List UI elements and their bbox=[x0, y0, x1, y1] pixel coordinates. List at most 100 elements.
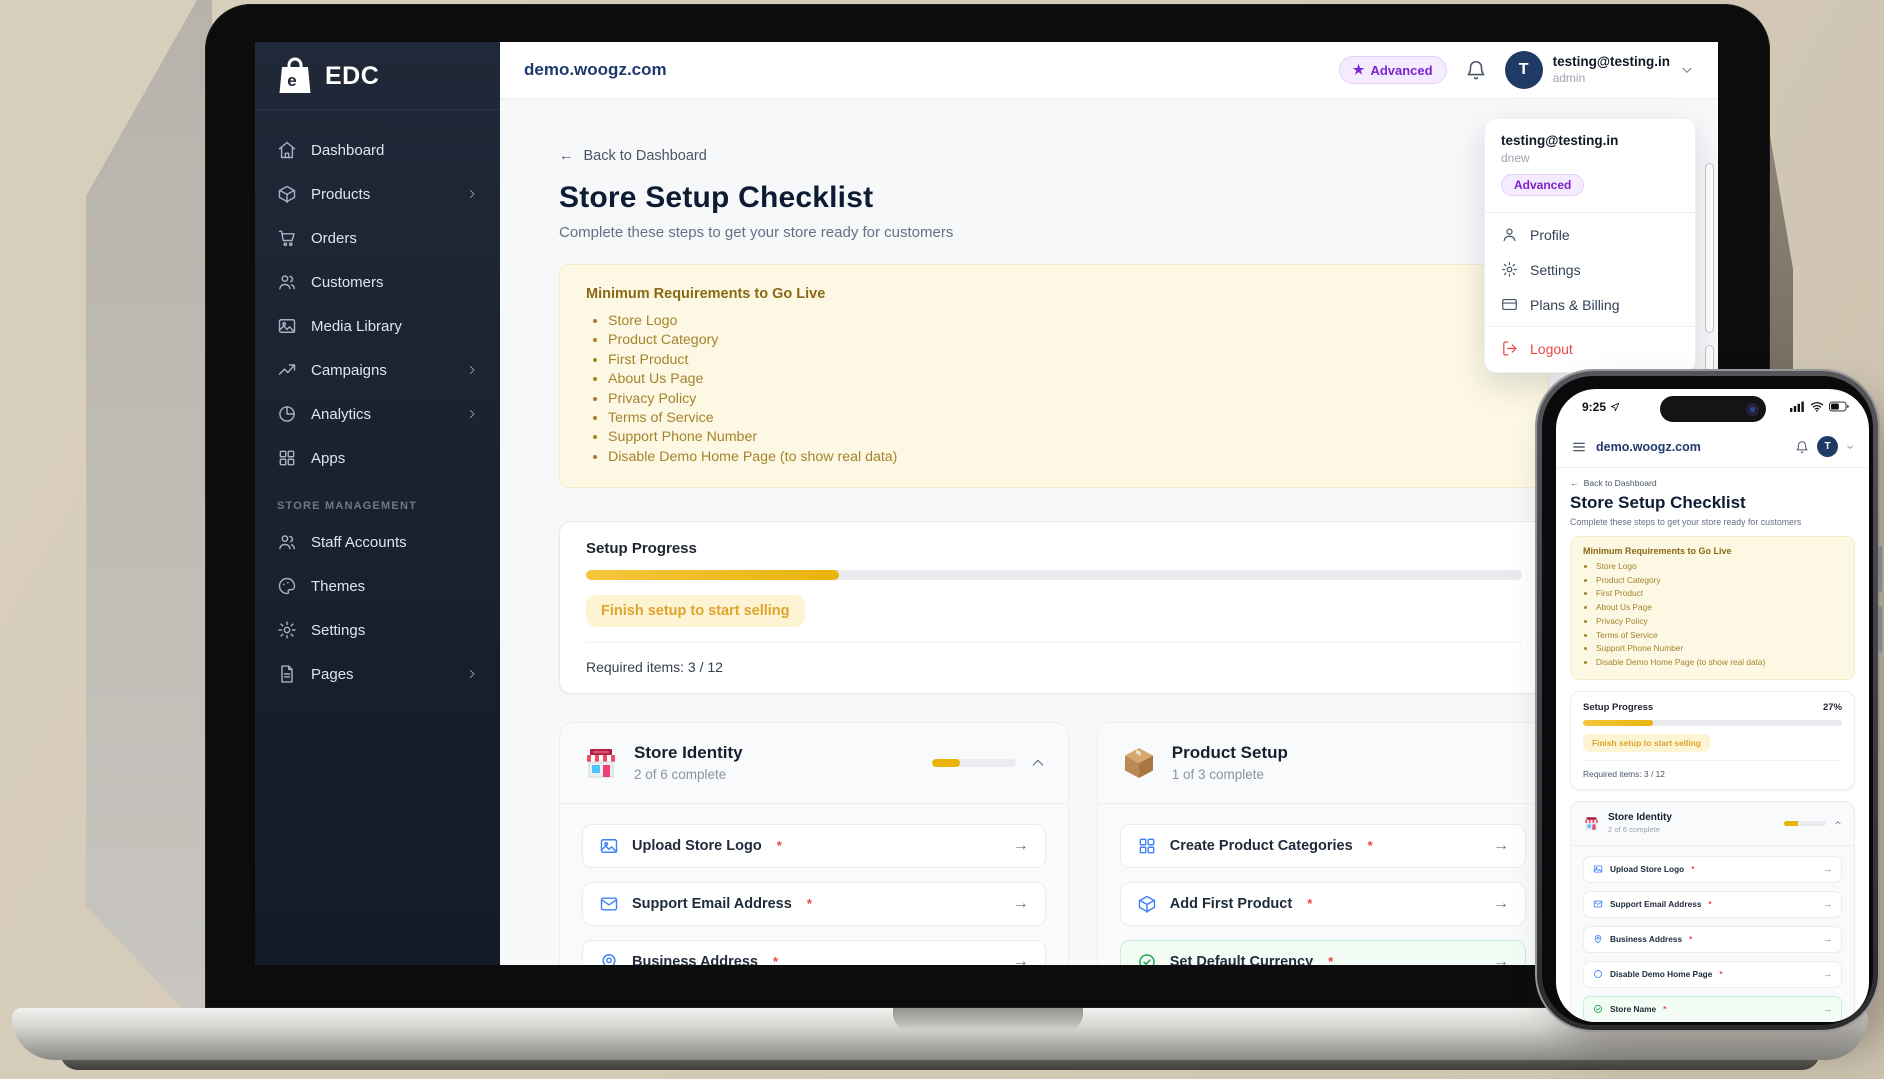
phone-volume-button bbox=[1878, 546, 1882, 592]
setup-progress-title: Setup Progress bbox=[586, 540, 697, 558]
menu-item-settings[interactable]: Settings bbox=[1485, 252, 1695, 287]
sidebar-item-customers[interactable]: Customers bbox=[267, 260, 488, 304]
dropdown-header: testing@testing.in dnew Advanced bbox=[1485, 133, 1695, 208]
phone-store-identity-items: Upload Store Logo * → Support Email Addre… bbox=[1571, 846, 1854, 1022]
task-support-email-address[interactable]: Support Email Address * → bbox=[1583, 890, 1842, 918]
requirement-item: Store Logo bbox=[608, 312, 1522, 331]
task-store-name[interactable]: Store Name * → bbox=[1583, 995, 1842, 1022]
required-items-count: Required items: 3 / 12 bbox=[1583, 759, 1842, 779]
sidebar-item-settings[interactable]: Settings bbox=[267, 608, 488, 652]
task-set-default-currency[interactable]: Set Default Currency * → bbox=[1119, 939, 1526, 965]
avatar: T bbox=[1504, 51, 1543, 89]
progress-bar-fill bbox=[586, 570, 839, 581]
task-create-product-categories[interactable]: Create Product Categories * → bbox=[1119, 823, 1526, 868]
task-upload-store-logo[interactable]: Upload Store Logo * → bbox=[582, 823, 1046, 868]
phone-back-to-dashboard-link[interactable]: ← Back to Dashboard bbox=[1570, 478, 1657, 488]
circle-icon bbox=[1594, 970, 1602, 979]
sidebar-item-orders[interactable]: Orders bbox=[267, 216, 488, 260]
sidebar-item-apps[interactable]: Apps bbox=[267, 436, 488, 480]
sidebar-item-media-library[interactable]: Media Library bbox=[267, 304, 488, 348]
phone-store-domain[interactable]: demo.woogz.com bbox=[1596, 439, 1701, 454]
sidebar-item-analytics[interactable]: Analytics bbox=[267, 392, 488, 436]
card-divider bbox=[1571, 844, 1854, 846]
task-upload-store-logo[interactable]: Upload Store Logo * → bbox=[1583, 855, 1842, 883]
back-to-dashboard-link[interactable]: ← Back to Dashboard bbox=[559, 148, 707, 164]
phone-screen: 9:25 demo.woogz.com T bbox=[1556, 389, 1869, 1022]
titles: Store Identity 2 of 6 complete bbox=[1608, 812, 1672, 835]
arrow-right-icon: → bbox=[1012, 894, 1029, 912]
location-arrow-icon bbox=[1610, 402, 1620, 412]
task-disable-demo-home-page[interactable]: Disable Demo Home Page * → bbox=[1583, 960, 1842, 988]
person-icon bbox=[1503, 228, 1516, 242]
user-menu-trigger[interactable]: T testing@testing.in admin bbox=[1504, 51, 1694, 89]
phone-page-subtitle: Complete these steps to get your store r… bbox=[1570, 517, 1802, 527]
sidebar-item-label: Settings bbox=[311, 621, 366, 639]
menu-item-logout[interactable]: Logout bbox=[1485, 331, 1695, 366]
sidebar-item-products[interactable]: Products bbox=[267, 172, 488, 216]
required-items-count: Required items: 3 / 12 bbox=[586, 642, 1522, 675]
product-setup-header[interactable]: Product Setup 1 of 3 complete bbox=[1098, 723, 1548, 803]
sidebar-item-label: Staff Accounts bbox=[311, 533, 407, 551]
phone-page-body: ← Back to Dashboard Store Setup Checklis… bbox=[1556, 468, 1869, 1022]
sidebar-item-label: Dashboard bbox=[311, 141, 385, 159]
bell-icon[interactable] bbox=[1795, 440, 1809, 454]
sidebar-item-dashboard[interactable]: Dashboard bbox=[267, 128, 488, 172]
menu-item-plans-billing[interactable]: Plans & Billing bbox=[1485, 287, 1695, 322]
gear-icon bbox=[1502, 262, 1517, 277]
dropdown-divider bbox=[1485, 326, 1695, 327]
product-setup-items: Create Product Categories * → Add First P… bbox=[1098, 804, 1548, 965]
topbar-right: ★ Advanced T testing@testing.in admin bbox=[1338, 51, 1694, 89]
arrow-right-icon: → bbox=[1012, 952, 1029, 965]
store-identity-items: Upload Store Logo * → Support Email Addre… bbox=[560, 804, 1068, 965]
brand-logo[interactable]: e EDC bbox=[255, 42, 500, 109]
bell-icon[interactable] bbox=[1465, 59, 1487, 81]
sidebar-item-label: Analytics bbox=[311, 405, 372, 423]
image-icon bbox=[1593, 865, 1603, 873]
requirements-title: Minimum Requirements to Go Live bbox=[1583, 546, 1732, 556]
required-mark: * bbox=[1367, 838, 1373, 854]
section-mini-progress-fill bbox=[931, 759, 961, 768]
document-icon bbox=[281, 665, 293, 683]
phone-bezel: 9:25 demo.woogz.com T bbox=[1542, 376, 1873, 1025]
arrow-right-icon: → bbox=[1012, 836, 1029, 854]
chevron-right-icon bbox=[470, 190, 475, 198]
chevron-up-icon[interactable] bbox=[1030, 755, 1046, 771]
requirement-item: Disable Demo Home Page (to show real dat… bbox=[608, 448, 1522, 467]
sidebar-item-label: Pages bbox=[311, 665, 354, 683]
section-progress-text: 2 of 6 complete bbox=[634, 767, 727, 783]
chevron-up-icon[interactable] bbox=[1834, 819, 1842, 827]
section-progress-text: 2 of 6 complete bbox=[1608, 825, 1660, 835]
laptop-frame: e EDC Dashboard Products bbox=[205, 4, 1770, 1008]
task-business-address[interactable]: Business Address * → bbox=[1583, 925, 1842, 953]
sidebar-item-label: Customers bbox=[311, 273, 384, 291]
sidebar-item-pages[interactable]: Pages bbox=[267, 652, 488, 696]
dropdown-store-name: dnew bbox=[1501, 151, 1530, 165]
phone-store-identity-header[interactable]: Store Identity 2 of 6 complete bbox=[1571, 802, 1854, 845]
requirement-item: Privacy Policy bbox=[608, 390, 1522, 409]
signal-icon bbox=[1790, 401, 1804, 412]
task-support-email-address[interactable]: Support Email Address * → bbox=[582, 881, 1046, 926]
required-mark: * bbox=[1719, 969, 1723, 979]
map-pin-icon bbox=[602, 953, 616, 965]
sidebar-item-staff-accounts[interactable]: Staff Accounts bbox=[267, 520, 488, 564]
required-mark: * bbox=[1328, 954, 1334, 965]
required-mark: * bbox=[776, 838, 782, 854]
header-right bbox=[1784, 819, 1842, 827]
storefront-icon bbox=[587, 749, 615, 778]
task-business-address[interactable]: Business Address * → bbox=[582, 939, 1046, 965]
hamburger-menu-icon[interactable] bbox=[1571, 439, 1587, 455]
plan-badge[interactable]: ★ Advanced bbox=[1338, 56, 1447, 84]
required-mark: * bbox=[1691, 864, 1695, 874]
scrollbar[interactable] bbox=[1705, 163, 1714, 333]
requirement-item: About Us Page bbox=[608, 370, 1522, 389]
task-add-first-product[interactable]: Add First Product * → bbox=[1119, 881, 1526, 926]
store-identity-header[interactable]: Store Identity 2 of 6 complete bbox=[560, 723, 1068, 803]
sidebar-item-themes[interactable]: Themes bbox=[267, 564, 488, 608]
sidebar-item-campaigns[interactable]: Campaigns bbox=[267, 348, 488, 392]
arrow-right-icon: → bbox=[1823, 969, 1832, 980]
menu-item-profile[interactable]: Profile bbox=[1485, 217, 1695, 252]
phone-avatar[interactable]: T bbox=[1817, 436, 1838, 457]
phone-header-right: T bbox=[1795, 436, 1854, 457]
store-domain[interactable]: demo.woogz.com bbox=[524, 60, 667, 79]
